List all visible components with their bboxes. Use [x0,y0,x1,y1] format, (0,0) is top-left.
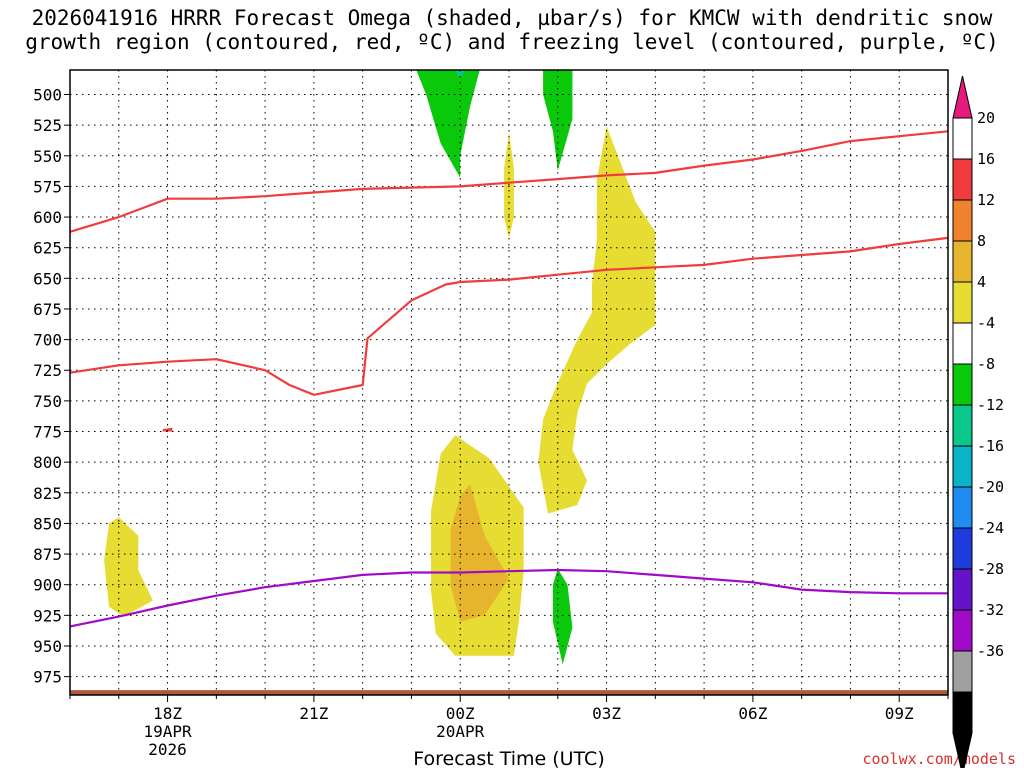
colorbar-segment [952,404,973,447]
colorbar-segment [952,322,973,365]
colorbar-segment [952,691,973,734]
omega-green-upper-left [416,70,480,178]
y-tick-label: 775 [33,423,62,442]
colorbar-label: -16 [977,437,1004,455]
y-tick-label: 725 [33,361,62,380]
y-tick-label: 625 [33,239,62,258]
x-tick-date-label: 19APR [143,722,192,741]
colorbar-label: -4 [977,314,995,332]
colorbar-bottom-arrow [952,732,973,768]
colorbar-segment [952,158,973,201]
freezing-level-0C [69,568,948,628]
y-tick-label: 950 [33,637,62,656]
omega-tiny-red-speck [162,427,173,432]
colorbar-top-arrow [952,75,973,119]
y-tick-label: 925 [33,606,62,625]
x-tick-label: 06Z [738,704,767,723]
colorbar-segment [952,568,973,611]
colorbar-label: 16 [977,150,995,168]
x-tick-label: 18Z [153,704,182,723]
colorbar-segment [952,117,973,160]
colorbar-label: 8 [977,232,986,250]
y-axis-labels: 500 525 550 575 600 625 650 675 700 725 750 775 800 8… [33,86,62,687]
x-tick-year-label: 2026 [148,740,187,759]
dendritic-lower-minus18C [69,236,949,396]
y-tick-label: 500 [33,86,62,105]
y-tick-label: 650 [33,269,62,288]
chart-title-line2: growth region (contoured, red, ºC) and f… [25,30,999,54]
omega-teal-upper-left-core [455,70,466,79]
omega-yellow-left-blob [104,517,153,617]
y-tick-label: 875 [33,545,62,564]
y-tick-label: 850 [33,514,62,533]
colorbar-label: -36 [977,642,1004,660]
colorbar-label: -20 [977,478,1004,496]
y-tick-label: 825 [33,484,62,503]
y-tick-label: 700 [33,331,62,350]
y-tick-label: 600 [33,208,62,227]
contour-layer [69,130,949,628]
dendritic-upper-minus12C [69,130,949,233]
colorbar-label: 12 [977,191,995,209]
y-tick-label: 900 [33,576,62,595]
omega-green-upper-right [543,70,573,171]
colorbar-segment [952,445,973,488]
y-tick-label: 675 [33,300,62,319]
colorbar-segment [952,240,973,283]
watermark-text: coolwx.com/models [862,750,1016,768]
colorbar-segment [952,281,973,324]
y-tick-label: 800 [33,453,62,472]
y-tick-label: 575 [33,177,62,196]
x-axis-title: Forecast Time (UTC) [413,748,604,768]
grid-layer [70,70,948,695]
omega-green-low [552,568,573,665]
y-tick-label: 550 [33,147,62,166]
colorbar: 20 16 12 8 4 -4 -8 -12 -16 -20 -24 -28 -32 -36 [952,75,1004,768]
colorbar-segment [952,609,973,652]
colorbar-segment [952,527,973,570]
colorbar-label: -32 [977,601,1004,619]
y-tick-label: 750 [33,392,62,411]
axis-ticks [64,94,949,702]
colorbar-segment [952,650,973,693]
colorbar-segment [952,199,973,242]
y-tick-label: 975 [33,668,62,687]
colorbar-segment [952,486,973,529]
colorbar-label: 4 [977,273,986,291]
x-tick-label: 21Z [299,704,328,723]
chart-title: 2026041916 HRRR Forecast Omega (shaded, … [0,6,1024,54]
x-tick-label: 00Z [446,704,475,723]
colorbar-label: -12 [977,396,1004,414]
colorbar-label: -8 [977,355,995,373]
colorbar-segment [952,363,973,406]
colorbar-label: -28 [977,560,1004,578]
colorbar-label: 20 [977,109,995,127]
omega-yellow-upper-plume [538,126,656,514]
omega-orange-core [450,484,509,622]
colorbar-label: -24 [977,519,1004,537]
x-tick-label: 03Z [592,704,621,723]
y-tick-label: 525 [33,116,62,135]
chart-title-line1: 2026041916 HRRR Forecast Omega (shaded, … [31,6,993,30]
surface-ground-band [70,690,948,695]
x-tick-label: 09Z [885,704,914,723]
x-tick-date-label: 20APR [436,722,485,741]
